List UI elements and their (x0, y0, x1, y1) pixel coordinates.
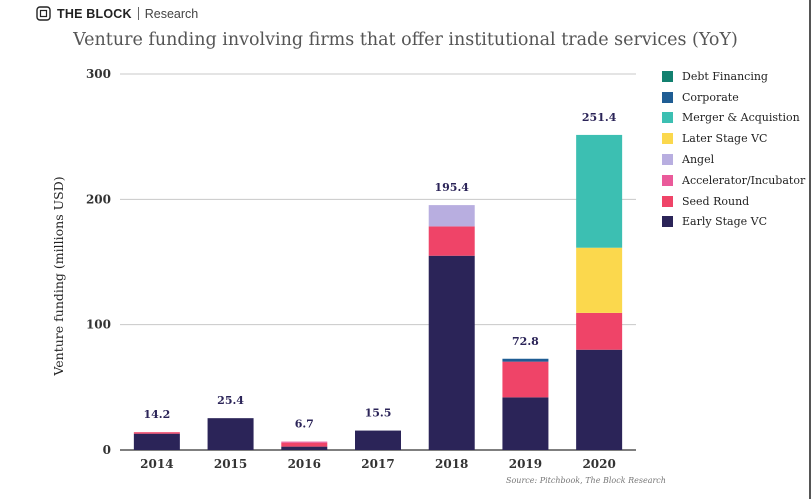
x-tick-label: 2016 (288, 457, 321, 471)
the-block-logo-icon (36, 6, 51, 21)
legend-label: Merger & Acquistion (682, 111, 800, 125)
bar-segment (281, 441, 328, 443)
bar-segment (428, 205, 475, 227)
brand-divider (137, 7, 139, 20)
legend-label: Later Stage VC (682, 132, 768, 146)
brand-sub: Research (144, 6, 199, 21)
bar-segment (576, 247, 623, 313)
brand: THE BLOCK Research (36, 6, 198, 21)
right-border (809, 0, 811, 499)
legend-swatch (662, 112, 673, 124)
x-tick-label: 2014 (140, 457, 173, 471)
bar-total-label: 6.7 (295, 418, 314, 431)
bar-segment (502, 397, 549, 450)
bar-segment (281, 442, 328, 447)
legend-label: Corporate (682, 90, 739, 104)
y-tick-label: 200 (86, 192, 111, 206)
bar-segment (502, 361, 549, 398)
legend-swatch (662, 91, 673, 103)
brand-name: THE BLOCK (57, 6, 132, 21)
source-note: Source: Pitchbook, The Block Research (506, 476, 666, 485)
x-tick-label: 2020 (582, 457, 615, 471)
legend: Debt Financing Corporate Merger & Acquisti… (662, 66, 805, 232)
bar-segment (207, 418, 254, 450)
bar-segment (428, 255, 475, 450)
legend-item: Seed Round (662, 191, 805, 212)
x-tick-label: 2017 (361, 457, 394, 471)
legend-label: Debt Financing (682, 69, 768, 83)
legend-label: Seed Round (682, 194, 750, 208)
bar-segment (576, 312, 623, 350)
bar-segment (133, 432, 180, 434)
legend-swatch (662, 174, 673, 186)
y-tick-label: 100 (86, 318, 111, 332)
legend-item: Angel (662, 149, 805, 170)
legend-item: Debt Financing (662, 66, 805, 87)
bar-segment (502, 358, 549, 362)
bar-segment (576, 349, 623, 450)
legend-swatch (662, 195, 673, 207)
x-tick-label: 2019 (509, 457, 542, 471)
bar-segment (428, 226, 475, 256)
legend-item: Corporate (662, 87, 805, 108)
legend-item: Merger & Acquistion (662, 108, 805, 129)
bar-total-label: 25.4 (217, 394, 244, 407)
legend-label: Early Stage VC (682, 215, 767, 229)
bar-total-label: 72.8 (512, 335, 539, 348)
bar-segment (133, 433, 180, 450)
legend-swatch (662, 216, 673, 228)
bar-segment (576, 134, 623, 248)
legend-label: Angel (682, 153, 715, 167)
y-tick-label: 0 (103, 443, 111, 457)
x-tick-label: 2018 (435, 457, 468, 471)
legend-item: Accelerator/Incubator (662, 170, 805, 191)
bar-total-label: 251.4 (582, 111, 617, 124)
legend-item: Later Stage VC (662, 128, 805, 149)
bar-segment (355, 430, 401, 450)
legend-swatch (662, 133, 673, 145)
bar-segment (281, 446, 328, 450)
x-tick-label: 2015 (214, 457, 247, 471)
bar-total-label: 15.5 (365, 407, 392, 420)
legend-label: Accelerator/Incubator (682, 173, 806, 187)
legend-item: Early Stage VC (662, 212, 805, 233)
bar-total-label: 14.2 (143, 408, 170, 421)
y-axis-label: Venture funding (millions USD) (51, 176, 66, 376)
legend-swatch (662, 70, 673, 82)
y-tick-label: 300 (86, 67, 111, 81)
bar-total-label: 195.4 (434, 181, 469, 194)
chart-title: Venture funding involving firms that off… (73, 30, 738, 50)
legend-swatch (662, 154, 673, 166)
